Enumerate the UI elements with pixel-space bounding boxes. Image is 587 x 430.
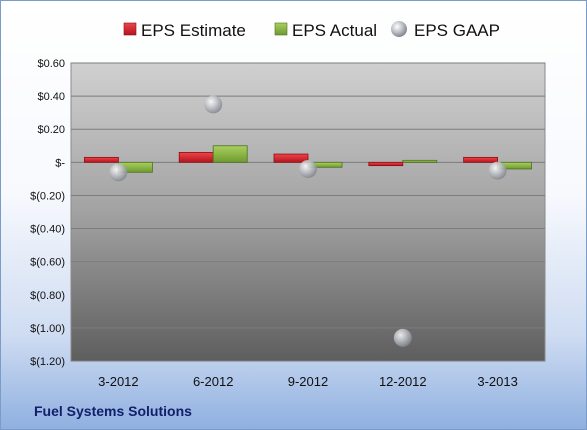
legend-item-eps-gaap: EPS GAAP: [391, 21, 500, 40]
y-tick-label: $0.20: [37, 124, 65, 136]
marker-eps-gaap: [393, 328, 412, 347]
y-tick-label: $-: [55, 157, 65, 169]
marker-eps-gaap: [299, 159, 317, 178]
y-axis-tick-labels: $0.60 $0.40 $0.20 $- $(0.20) $(0.40) $(0.60) $(…: [30, 58, 65, 368]
x-category-label: 3-2013: [477, 374, 517, 389]
company-name: Fuel Systems Solutions: [34, 403, 192, 419]
legend-item-eps-actual: EPS Actual: [274, 21, 377, 40]
x-category-label: 9-2012: [288, 374, 328, 389]
legend-swatch-gaap: [391, 21, 407, 37]
plot-area: [70, 62, 546, 362]
legend-swatch-estimate: [123, 22, 137, 36]
y-tick-label: $(0.60): [30, 257, 65, 269]
x-category-label: 12-2012: [379, 374, 427, 389]
bar-eps-estimate: [178, 151, 214, 163]
y-tick-label: $(0.20): [30, 190, 65, 202]
legend-swatch-actual: [274, 22, 288, 36]
bar-eps-estimate: [463, 156, 499, 163]
legend: EPS Estimate EPS Actual EPS GAAP: [123, 21, 500, 40]
marker-eps-gaap: [109, 163, 128, 182]
y-tick-label: $(0.40): [30, 224, 65, 236]
legend-label-estimate: EPS Estimate: [141, 21, 246, 40]
bars: [84, 145, 533, 173]
bar-eps-actual: [212, 145, 248, 163]
marker-eps-gaap: [204, 95, 223, 114]
gaap-markers: [109, 95, 507, 347]
marker-eps-gaap: [488, 161, 507, 180]
bar-eps-estimate: [84, 156, 119, 163]
y-tick-label: $0.60: [37, 58, 65, 70]
legend-item-eps-estimate: EPS Estimate: [123, 21, 246, 40]
bar-eps-estimate: [273, 153, 309, 163]
bar-eps-actual: [402, 159, 438, 163]
x-category-label: 3-2012: [98, 374, 138, 389]
x-category-label: 6-2012: [193, 374, 233, 389]
y-tick-label: $0.40: [37, 91, 65, 103]
y-tick-label: $(1.20): [30, 356, 65, 368]
y-tick-label: $(0.80): [30, 290, 65, 302]
x-axis-category-labels: 3-2012 6-2012 9-2012 12-2012 3-2013: [98, 374, 518, 389]
legend-label-actual: EPS Actual: [292, 21, 377, 40]
bar-eps-estimate: [368, 161, 404, 167]
y-tick-label: $(1.00): [30, 323, 65, 335]
legend-label-gaap: EPS GAAP: [414, 21, 500, 40]
